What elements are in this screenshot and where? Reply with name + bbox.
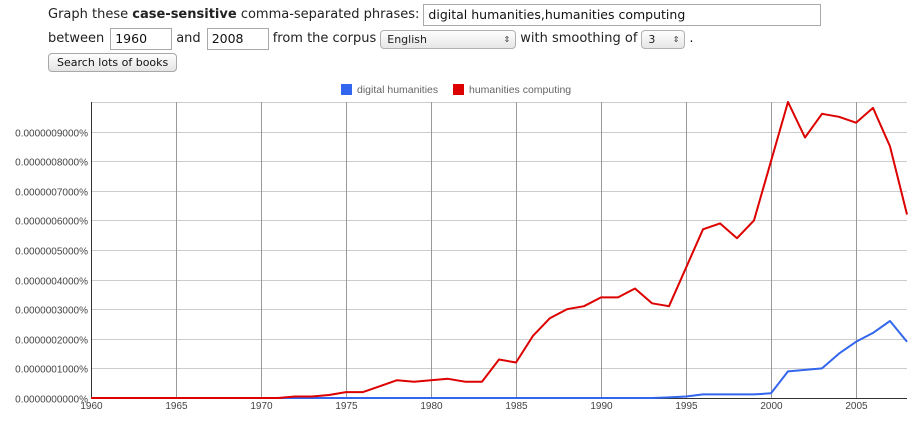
chevron-updown-icon: ⇕	[672, 34, 680, 44]
y-tick-label: 0.0000006000%	[15, 217, 88, 228]
range-row: between 1960 and 2008 from the corpus English…	[48, 28, 694, 50]
phrases-input[interactable]: digital humanities,humanities computing	[423, 4, 822, 26]
chevron-updown-icon: ⇕	[503, 34, 511, 44]
legend-label: digital humanities	[357, 84, 438, 96]
y-tick-label: 0.0000001000%	[15, 365, 88, 376]
y-tick-label: 0.0000009000%	[15, 129, 88, 140]
graph-phrases-label: Graph these case-sensitive comma-separat…	[48, 7, 420, 22]
and-label: and	[176, 31, 201, 46]
y-tick-label: 0.0000007000%	[15, 188, 88, 199]
smoothing-select[interactable]: 3 ⇕	[641, 29, 686, 49]
series-line-humanities-computing	[91, 101, 908, 399]
period-text: .	[689, 31, 694, 46]
chart-lines	[91, 101, 908, 399]
y-tick-label: 0.0000008000%	[15, 158, 88, 169]
legend-label: humanities computing	[469, 84, 571, 96]
smoothing-label: with smoothing of	[520, 31, 638, 46]
y-tick-label: 0.0000004000%	[15, 277, 88, 288]
chart-axes: 0.0000000000% 0.0000001000% 0.0000002000% 0…	[15, 129, 868, 413]
x-tick-label: 2000	[760, 401, 783, 412]
x-tick-label: 1985	[505, 401, 528, 412]
corpus-select[interactable]: English ⇕	[380, 29, 517, 49]
y-tick-label: 0.0000002000%	[15, 336, 88, 347]
x-tick-label: 2005	[845, 401, 868, 412]
x-tick-label: 1965	[165, 401, 188, 412]
x-tick-label: 1970	[250, 401, 273, 412]
graph-phrases-row: Graph these case-sensitive comma-separat…	[48, 4, 822, 26]
y-tick-label: 0.0000005000%	[15, 247, 88, 258]
x-tick-label: 1975	[335, 401, 358, 412]
y-tick-label: 0.0000000000%	[15, 395, 88, 406]
corpus-select-value: English	[387, 32, 427, 46]
y-tick-label: 0.0000003000%	[15, 306, 88, 317]
end-year-input[interactable]: 2008	[206, 28, 269, 50]
legend-swatch	[341, 84, 352, 95]
start-year-input[interactable]: 1960	[110, 28, 173, 50]
x-tick-label: 1990	[590, 401, 613, 412]
between-label: between	[48, 31, 105, 46]
x-tick-label: 1995	[675, 401, 698, 412]
corpus-label: from the corpus	[272, 31, 377, 46]
x-tick-label: 1960	[80, 401, 103, 412]
search-button[interactable]: Search lots of books	[48, 53, 178, 72]
legend-swatch	[453, 84, 464, 95]
chart-legend: digital humanities humanities computing	[341, 84, 571, 96]
smoothing-select-value: 3	[648, 32, 656, 46]
x-tick-label: 1980	[420, 401, 443, 412]
chart-grid	[91, 102, 907, 399]
